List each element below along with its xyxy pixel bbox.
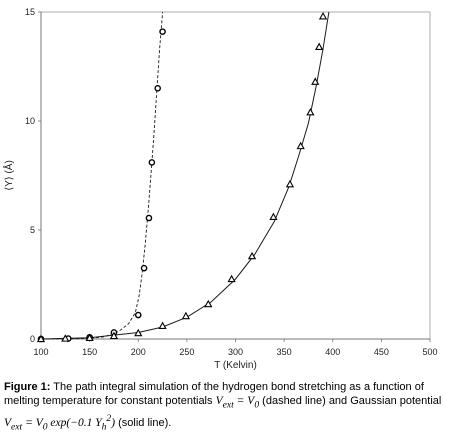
x-tick-label: 300 [228,347,243,357]
circle-data-point [148,159,156,166]
y-tick-label: 5 [30,225,35,235]
triangle-data-point [134,328,143,337]
x-tick-label: 500 [422,347,437,357]
x-tick-label: 450 [374,347,389,357]
axis-ticks: 100 150 200 250 300 350 400 450 500 0 5 10 15 [25,7,438,357]
y-tick-label: 15 [25,7,35,17]
x-tick-label: 100 [33,347,48,357]
fitted-curves [40,11,330,340]
triangle-data-point [311,77,320,85]
triangle-data-point [36,334,46,343]
x-tick-label: 200 [131,347,146,357]
triangle-data-point [285,179,295,188]
circle-data-point [134,311,142,319]
x-tick-label: 150 [82,347,97,357]
y-tick-label: 10 [25,116,35,126]
caption-text-3: (solid line). [115,417,172,430]
triangle-data-point [61,334,70,342]
triangle-data-point [269,212,278,221]
triangle-data-point [158,321,167,330]
circle-data-point [154,85,161,92]
caption-text-1: The path integral simulation of the hydr… [4,381,424,407]
triangle-data-point [204,299,213,308]
triangle-data-point [315,42,324,50]
triangle-data-point [296,141,305,150]
caption-text-2: (dashed line) and Gaussian potential [259,395,442,407]
y-axis-title: ⟨Y⟩ (Å) [2,160,15,191]
plot-border [40,11,431,340]
solid-fit-line [40,11,330,340]
triangle-data-point [247,251,257,260]
chart-canvas: 100 150 200 250 300 350 400 450 500 0 5 10 15 T (Kel… [2,7,438,371]
y-tick-label: 0 [30,334,35,344]
x-axis-title: T (Kelvin) [214,360,257,371]
dashed-fit-line [40,11,164,340]
triangle-data-point [85,333,94,342]
circle-data-point [159,28,166,35]
x-tick-label: 350 [277,347,292,357]
potential-symbol-constant: Vext = V0 [215,395,260,411]
x-tick-label: 250 [179,347,194,357]
triangle-data-point [318,12,328,20]
x-tick-label: 400 [325,347,340,357]
figure-caption: Figure 1: The path integral simulation o… [4,380,448,434]
potential-symbol-gaussian: Vext = V0 exp(−0.1 Yh2) [4,413,116,433]
circle-data-point [140,264,148,272]
plot-area [40,11,431,340]
triangle-data-point [181,311,191,320]
triangle-data-point [109,331,119,340]
data-markers [36,12,328,343]
figure-label: Figure 1: [4,381,51,393]
triangle-data-point [227,274,236,283]
triangle-data-point [306,107,315,116]
circle-data-point [145,214,153,222]
